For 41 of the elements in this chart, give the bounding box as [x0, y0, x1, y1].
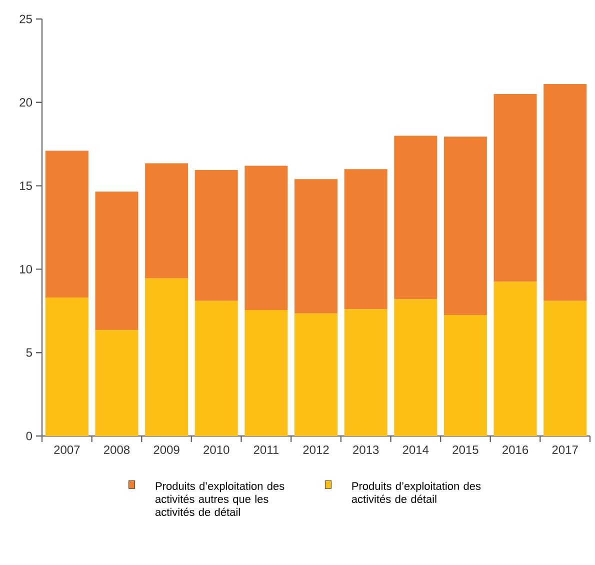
bar: [45, 150, 88, 298]
bar: [95, 330, 138, 436]
x-tick-label: 2013: [353, 446, 379, 454]
bar: [244, 166, 288, 310]
bar: [244, 310, 288, 436]
x-tick-label: 2016: [502, 446, 528, 454]
bar: [494, 94, 537, 282]
bar: [344, 309, 388, 436]
y-tick-label: 25: [20, 14, 32, 24]
x-tick-label: 2010: [204, 446, 230, 454]
bar: [294, 179, 338, 314]
bar: [544, 300, 587, 436]
bar: [294, 313, 338, 436]
y-tick-label: 15: [20, 182, 32, 190]
bar: [394, 136, 438, 300]
bar: [544, 84, 587, 301]
y-tick-label: 20: [20, 98, 32, 107]
bar: [145, 278, 188, 436]
bar: [494, 282, 537, 436]
x-tick-label: 2007: [54, 446, 80, 454]
x-tick-label: 2012: [303, 446, 329, 454]
bar: [194, 300, 238, 436]
x-tick-label: 2009: [154, 446, 180, 454]
bar: [444, 136, 487, 316]
y-tick-label: 10: [20, 264, 32, 274]
x-tick-label: 2008: [104, 446, 130, 454]
y-tick-label: 0: [26, 432, 32, 440]
legend-label: Produits d’exploitation des activités autres que les activités de détail: [155, 482, 284, 516]
bar: [344, 169, 388, 310]
y-tick-label: 5: [26, 348, 32, 357]
bar: [95, 192, 138, 330]
x-tick-label: 2011: [254, 446, 278, 454]
bar: [394, 299, 438, 436]
bar: [145, 163, 188, 278]
bar: [444, 315, 487, 436]
bar: [45, 298, 88, 436]
legend-label: Produits d’exploitation des activités de détail: [352, 482, 481, 503]
x-tick-label: 2015: [452, 446, 478, 454]
x-tick-label: 2017: [552, 446, 578, 454]
x-tick-label: 2014: [402, 446, 429, 454]
bar: [194, 170, 238, 301]
